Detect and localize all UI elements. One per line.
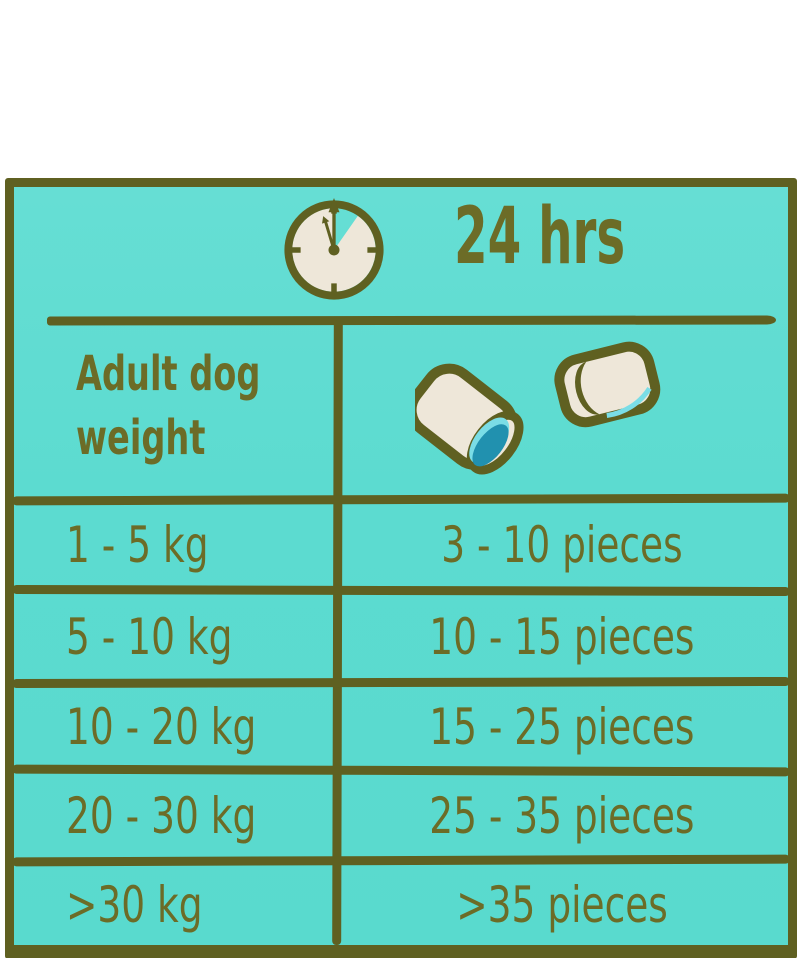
pieces-cell: >35 pieces (456, 876, 668, 934)
duration-text: 24 hrs (454, 192, 626, 282)
pieces-cell: 15 - 25 pieces (429, 697, 695, 756)
pieces-cell: 25 - 35 pieces (429, 786, 695, 845)
treats-icon (415, 341, 661, 475)
header-divider (46, 315, 777, 326)
table-row: 20 - 30 kg 25 - 35 pieces (14, 775, 788, 856)
weight-cell: 20 - 30 kg (66, 786, 257, 845)
feeding-guide-table: 24 hrs Adult dog weight (5, 178, 797, 958)
table-row: >30 kg >35 pieces (14, 865, 788, 945)
weight-cell: 1 - 5 kg (66, 516, 209, 574)
table-row: 10 - 20 kg 15 - 25 pieces (14, 687, 788, 766)
pieces-cell: 3 - 10 pieces (441, 516, 683, 574)
weight-column-header: Adult dog weight (76, 346, 261, 466)
table-row: 1 - 5 kg 3 - 10 pieces (14, 504, 788, 586)
clock-icon (284, 197, 384, 300)
weight-cell: >30 kg (66, 876, 203, 934)
weight-cell: 5 - 10 kg (66, 607, 233, 666)
weight-cell: 10 - 20 kg (66, 697, 257, 756)
pieces-cell: 10 - 15 pieces (429, 607, 695, 666)
table-row: 5 - 10 kg 10 - 15 pieces (14, 595, 788, 678)
duration-label: 24 hrs (454, 192, 730, 282)
